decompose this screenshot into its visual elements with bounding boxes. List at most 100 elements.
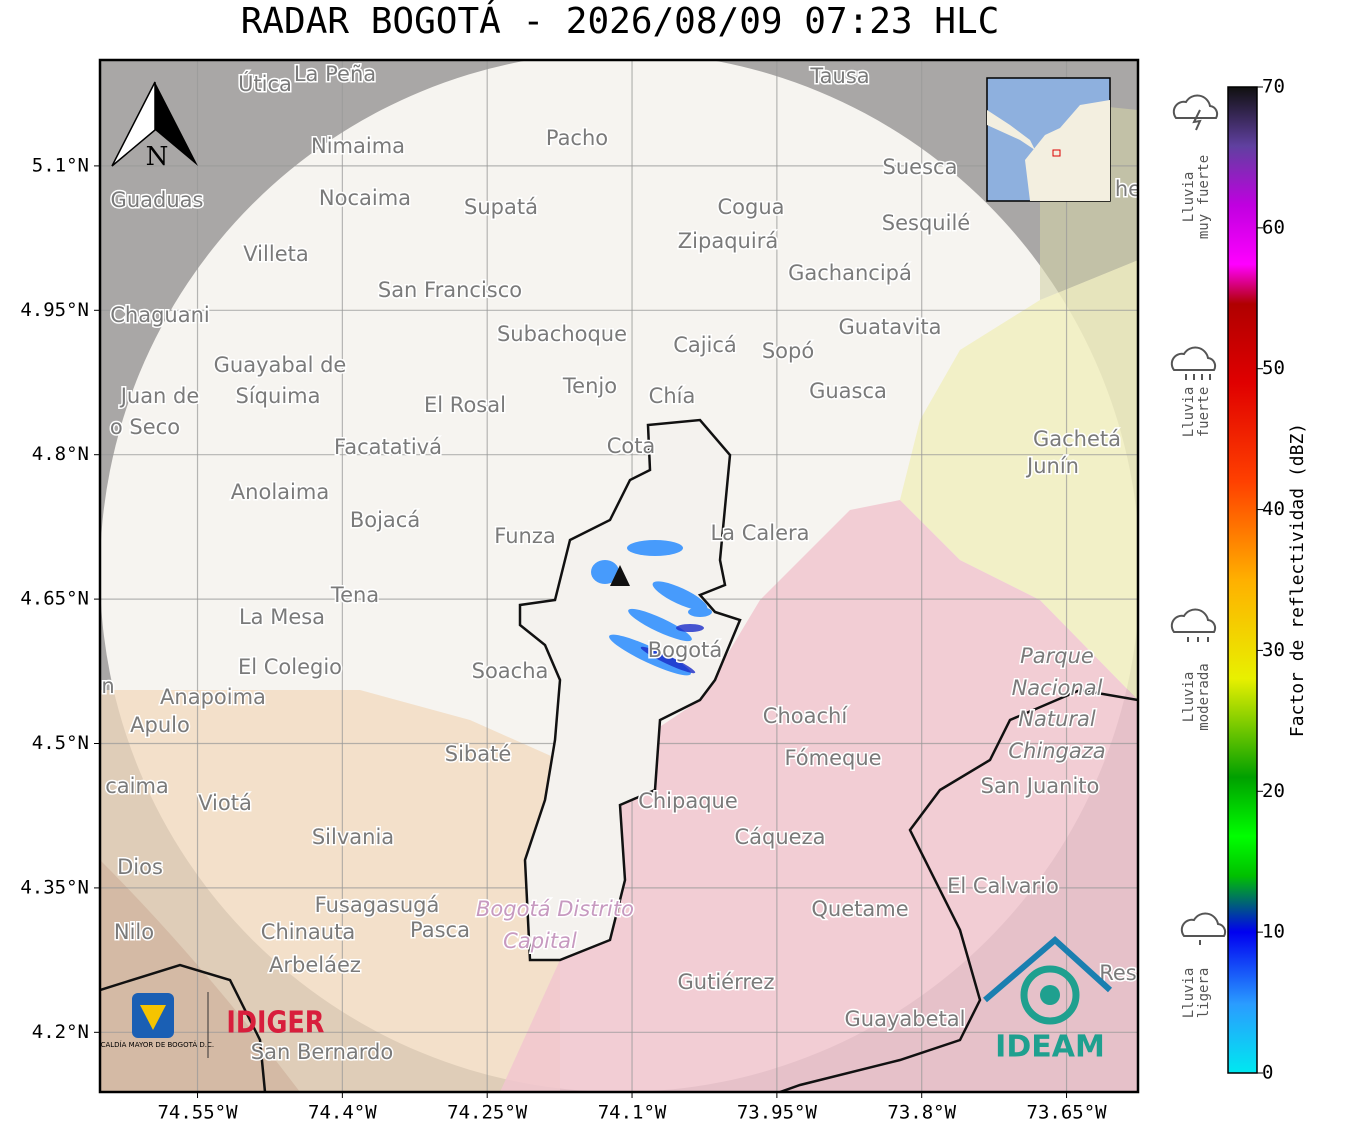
place-label: Síquima [236,384,321,408]
place-label: Choachí [763,704,849,728]
place-label: La Peña [294,62,376,86]
rain-category-line: Lluvia [1181,172,1197,223]
place-label: Dios [117,855,163,879]
place-label: Subachoque [497,322,627,346]
x-tick-label: 73.65°W [1027,1102,1108,1124]
place-label: Guayabetal [845,1007,966,1031]
place-label: Nacional [1012,676,1103,700]
place-label: Bogotá [648,638,723,662]
rain-category-line: Lluvia [1181,672,1197,723]
place-label: Chaguani [110,303,210,327]
place-label: Pasca [410,918,470,942]
y-tick-label: 4.5°N [32,732,89,754]
place-label: Cáqueza [735,825,826,849]
place-label: El Calvario [947,874,1059,898]
colorbar-tick-label: 70 [1262,76,1285,98]
x-tick-label: 73.8°W [887,1102,956,1124]
place-label: Supatá [464,195,538,219]
y-tick-label: 4.65°N [20,588,89,610]
colorbar-tick-label: 60 [1262,216,1285,238]
place-label: he [1115,177,1141,201]
place-label: Funza [494,524,555,548]
rain-category: Lluviamuy fuerte [1181,155,1212,239]
place-label: San Juanito [981,774,1100,798]
y-tick-label: 4.35°N [20,876,89,898]
rain-category: Lluviamoderada [1181,663,1212,730]
place-label: Guayabal de [214,353,347,377]
x-tick-label: 74.1°W [598,1102,667,1124]
place-label: Parque [1020,644,1094,668]
rain-category-line: Lluvia [1181,968,1197,1019]
x-tick-label: 73.95°W [737,1102,818,1124]
place-label: Anolaima [231,480,329,504]
place-label: Útica [238,71,292,96]
colorbar-tick-label: 10 [1262,921,1285,943]
place-label: Viotá [198,791,252,815]
place-label: Gachetá [1033,427,1121,451]
north-label: N [146,142,169,172]
rain-category-line: fuerte [1196,387,1212,438]
place-label: Sesquilé [882,211,970,235]
place-label: Nilo [114,920,154,944]
y-tick-label: 5.1°N [32,154,89,176]
place-label: Junín [1025,454,1079,478]
place-label: Capital [503,929,577,953]
place-label: Cogua [717,195,784,219]
place-label: San Bernardo [251,1040,393,1064]
place-label: o Seco [110,415,180,439]
place-label: Soacha [472,659,549,683]
y-tick-label: 4.95°N [20,299,89,321]
alcaldia-logo: ALCALDÍA MAYOR DE BOGOTÁ D.C. [92,1040,214,1049]
place-label: Juan de [119,384,200,408]
place-label: Anapoima [160,685,266,709]
title: RADAR BOGOTÁ - 2026/08/09 07:23 HLC [241,0,1000,42]
place-label: Chingaza [1008,739,1105,763]
colorbar-label: Factor de reflectividad (dBZ) [1287,423,1308,737]
place-label: Suesca [883,155,958,179]
place-label: Tausa [809,64,869,88]
colorbar-tick-label: 30 [1262,639,1285,661]
y-tick-label: 4.2°N [32,1021,89,1043]
place-label: Bogotá Distrito [476,897,634,921]
y-tick-label: 4.8°N [32,443,89,465]
place-label: El Rosal [424,393,506,417]
ideam-logo: IDEAM [995,1030,1105,1065]
place-label: La Mesa [239,605,325,629]
place-label: Res [1099,961,1137,985]
place-label: Cajicá [673,333,737,357]
place-label: Nocaima [319,186,411,210]
x-tick-label: 74.4°W [308,1102,377,1124]
place-label: Natural [1018,707,1096,731]
place-label: Apulo [130,713,190,737]
place-label: Villeta [243,242,308,266]
colorbar-tick-label: 20 [1262,780,1285,802]
place-label: Gutiérrez [678,970,775,994]
place-label: Chía [649,384,696,408]
place-label: Fusagasugá [315,893,440,917]
place-label: Tenjo [562,374,617,398]
place-label: Guaduas [111,188,204,212]
rain-category-line: Lluvia [1181,387,1197,438]
place-label: Sopó [762,339,814,363]
place-label: El Colegio [238,655,342,679]
place-label: Chipaque [638,789,738,813]
colorbar-tick-label: 40 [1262,498,1285,520]
map: Útica La Peña Tausa Pacho Nimaima Guaduas Noca… [92,60,1141,1092]
place-label: Chinauta [261,920,355,944]
place-label: Sibaté [445,742,512,766]
rain-category: Lluvialigera [1181,968,1212,1019]
place-label: Zipaquirá [678,229,778,253]
rain-category: Lluviafuerte [1181,387,1212,438]
place-label: caima [105,774,169,798]
place-label: Silvania [312,825,394,849]
place-label: Bojacá [350,508,420,532]
place-label: n [101,674,114,698]
place-label: Fómeque [784,746,881,770]
place-label: Arbeláez [269,953,361,977]
x-tick-label: 74.55°W [157,1102,238,1124]
idiger-logo: IDIGER [226,1005,324,1041]
place-label: Pacho [546,126,608,150]
place-label: Guatavita [839,315,942,339]
colorbar-tick-label: 50 [1262,357,1285,379]
